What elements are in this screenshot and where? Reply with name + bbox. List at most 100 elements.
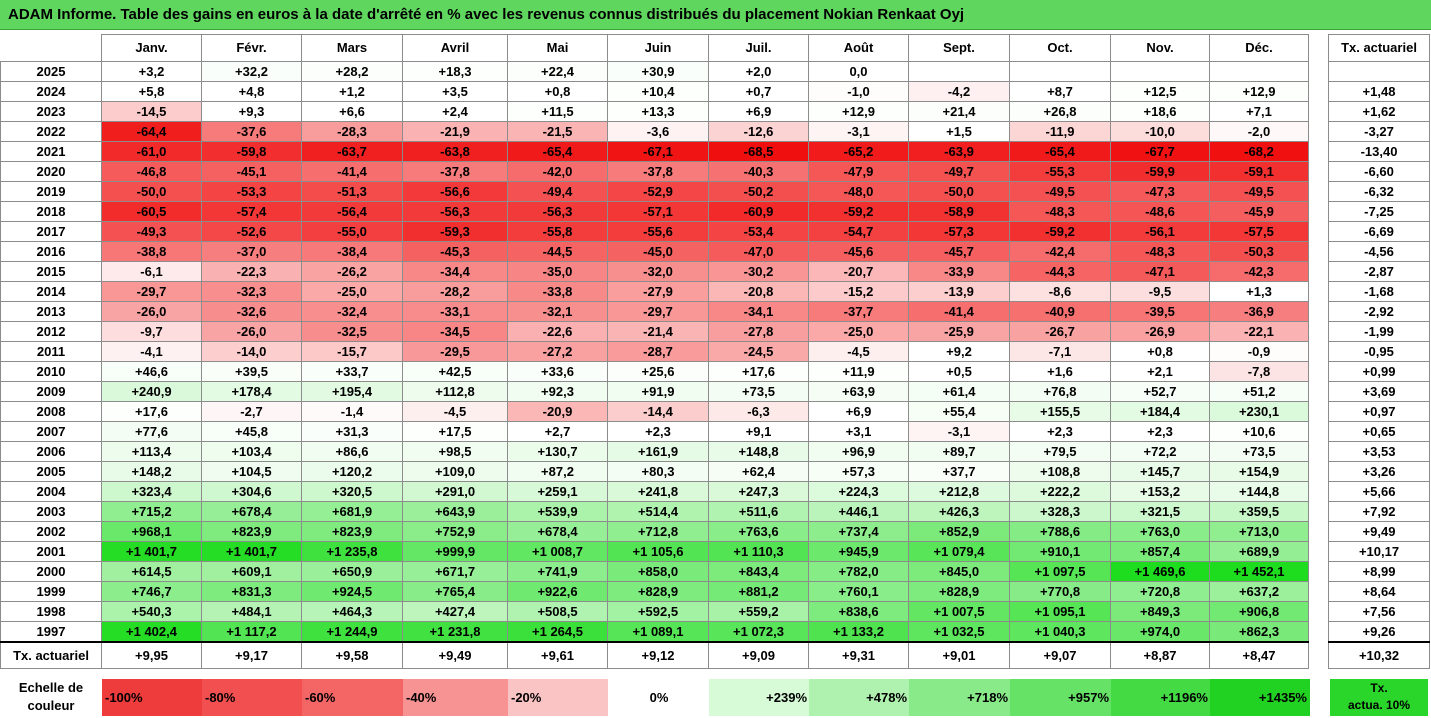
month-header: Févr. <box>201 34 302 62</box>
gain-cell: +33,6 <box>507 361 608 382</box>
gain-cell: +17,5 <box>402 421 508 442</box>
gain-cell: +103,4 <box>201 441 302 462</box>
legend-swatch: -40% <box>403 679 509 716</box>
gain-cell: +823,9 <box>301 521 403 542</box>
gain-cell: +222,2 <box>1009 481 1111 502</box>
month-header: Avril <box>402 34 508 62</box>
gain-cell: +539,9 <box>507 501 608 522</box>
gain-cell: -61,0 <box>101 141 202 162</box>
gain-cell: +1 402,4 <box>101 621 202 643</box>
rate-cell: +3,69 <box>1328 381 1430 402</box>
gain-cell: +2,0 <box>708 61 809 82</box>
gain-cell: -42,4 <box>1009 241 1111 262</box>
gain-cell: +8,7 <box>1009 81 1111 102</box>
gain-cell: +96,9 <box>808 441 909 462</box>
gain-cell: +359,5 <box>1209 501 1309 522</box>
gain-cell: +1,3 <box>1209 281 1309 302</box>
gain-cell: +144,8 <box>1209 481 1309 502</box>
gain-cell: -6,3 <box>708 401 809 422</box>
table-row: 2003 +715,2 +678,4 +681,9 +643,9 +539,9 +514,4… <box>0 501 1309 522</box>
table-row: 2023 -14,5 +9,3 +6,6 +2,4 +11,5 +13,3 +6,9 +12,9… <box>0 101 1309 122</box>
month-header: Nov. <box>1110 34 1210 62</box>
rate-cell: +8,99 <box>1328 561 1430 582</box>
gain-cell: -4,1 <box>101 341 202 362</box>
legend-swatch: -100% <box>102 679 203 716</box>
total-cell: +9,95 <box>101 641 202 669</box>
gain-cell: -59,1 <box>1209 161 1309 182</box>
rate-cell: -6,69 <box>1328 221 1430 242</box>
table-row: 2021 -61,0 -59,8 -63,7 -63,8 -65,4 -67,1 -68,5-… <box>0 141 1309 162</box>
gain-cell: +2,3 <box>1009 421 1111 442</box>
gain-cell: +12,9 <box>1209 81 1309 102</box>
gain-cell: -45,0 <box>607 241 709 262</box>
gain-cell: +508,5 <box>507 601 608 622</box>
year-cell: 2024 <box>0 81 102 102</box>
rate-cell: -1,68 <box>1328 281 1430 302</box>
gain-cell: +328,3 <box>1009 501 1111 522</box>
gain-cell: -65,2 <box>808 141 909 162</box>
gain-cell: -32,0 <box>607 261 709 282</box>
gain-cell: +62,4 <box>708 461 809 482</box>
gain-cell: -15,2 <box>808 281 909 302</box>
gain-cell: -67,7 <box>1110 141 1210 162</box>
legend-swatch: -60% <box>302 679 404 716</box>
gain-cell: +9,2 <box>908 341 1010 362</box>
gain-cell: +559,2 <box>708 601 809 622</box>
gain-cell: +3,1 <box>808 421 909 442</box>
gain-cell: +1,2 <box>301 81 403 102</box>
gain-cell: -42,0 <box>507 161 608 182</box>
rate-cell: -2,92 <box>1328 301 1430 322</box>
rate-cell: -1,99 <box>1328 321 1430 342</box>
gain-cell: -50,0 <box>101 181 202 202</box>
gain-cell: +6,9 <box>808 401 909 422</box>
gain-cell: -32,3 <box>201 281 302 302</box>
year-cell: 2005 <box>0 461 102 482</box>
gain-cell: +1 007,5 <box>908 601 1010 622</box>
gain-cell: -37,8 <box>402 161 508 182</box>
total-cell: +8,87 <box>1110 641 1210 669</box>
gain-cell: -51,3 <box>301 181 403 202</box>
gain-cell: +153,2 <box>1110 481 1210 502</box>
gain-cell: +910,1 <box>1009 541 1111 562</box>
gain-cell: +1 089,1 <box>607 621 709 643</box>
year-cell: 2003 <box>0 501 102 522</box>
rate-cell: -3,27 <box>1328 121 1430 142</box>
gain-cell: +1 117,2 <box>201 621 302 643</box>
gain-cell: -47,3 <box>1110 181 1210 202</box>
gain-cell: +678,4 <box>507 521 608 542</box>
gain-cell: -50,0 <box>908 181 1010 202</box>
gain-cell: -40,3 <box>708 161 809 182</box>
legend-swatch: +239% <box>709 679 810 716</box>
gain-cell: +1 097,5 <box>1009 561 1111 582</box>
gain-cell: +1 105,6 <box>607 541 709 562</box>
gain-cell: -48,6 <box>1110 201 1210 222</box>
rate-row: +7,92 <box>1328 501 1430 522</box>
gain-cell: +857,4 <box>1110 541 1210 562</box>
gain-cell: -27,8 <box>708 321 809 342</box>
gain-cell: -1,4 <box>301 401 403 422</box>
table-row: 2022 -64,4 -37,6 -28,3 -21,9 -21,5 -3,6 -12,6 -3… <box>0 121 1309 142</box>
total-cell: +9,49 <box>402 641 508 669</box>
gain-cell: +195,4 <box>301 381 403 402</box>
gain-cell: +31,3 <box>301 421 403 442</box>
gain-cell: -9,7 <box>101 321 202 342</box>
rate-row: -2,87 <box>1328 261 1430 282</box>
gain-cell: -29,7 <box>607 301 709 322</box>
gain-cell: -56,1 <box>1110 221 1210 242</box>
table-row: 2015 -6,1 -22,3 -26,2 -34,4 -35,0 -32,0 -30,2 -2… <box>0 261 1309 282</box>
gain-cell: -28,3 <box>301 121 403 142</box>
color-scale-legend: Echelle de couleur -100% -80% -60% -40% -20%… <box>0 677 1310 718</box>
table-row: 2007 +77,6 +45,8 +31,3 +17,5 +2,7 +2,3 +9,1 +3,1… <box>0 421 1309 442</box>
gain-cell: -45,9 <box>1209 201 1309 222</box>
gain-cell: -21,5 <box>507 121 608 142</box>
table-row: 2001 +1 401,7 +1 401,7 +1 235,8 +999,9 +1 008… <box>0 541 1309 562</box>
gain-cell: -63,8 <box>402 141 508 162</box>
table-row: 1999 +746,7 +831,3 +924,5 +765,4 +922,6 +828,9… <box>0 581 1309 602</box>
gain-cell: +713,0 <box>1209 521 1309 542</box>
gain-cell: +862,3 <box>1209 621 1309 643</box>
legend-swatch: +1196% <box>1111 679 1211 716</box>
rate-row: -0,95 <box>1328 341 1430 362</box>
total-cell: +9,61 <box>507 641 608 669</box>
gain-cell: +945,9 <box>808 541 909 562</box>
gain-cell: +7,1 <box>1209 101 1309 122</box>
